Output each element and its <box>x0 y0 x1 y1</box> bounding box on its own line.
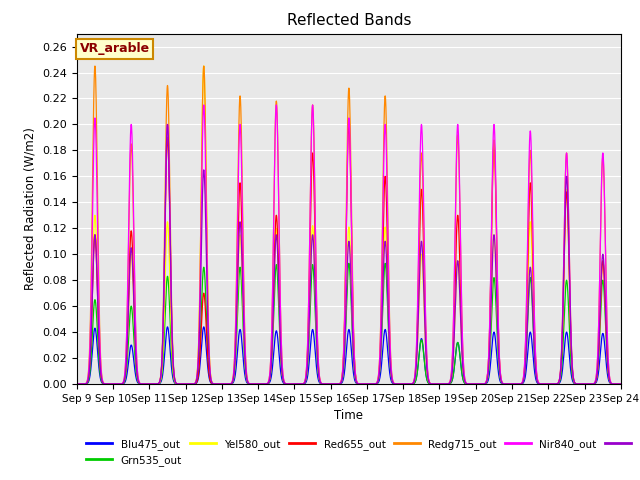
Red655_out <box>305 298 313 304</box>
Red655_out <box>345 121 353 127</box>
Yel580_out <box>607 380 614 385</box>
Nir840_out <box>167 288 175 293</box>
Grn535_out <box>345 261 353 266</box>
Yel580_out <box>617 381 625 387</box>
Nir945_out <box>73 381 81 387</box>
Nir945_out <box>607 380 614 385</box>
Blu475_out <box>73 381 81 387</box>
Nir945_out <box>305 322 313 327</box>
Line: Nir945_out: Nir945_out <box>77 124 621 384</box>
Blu475_out <box>282 381 289 387</box>
Red655_out <box>135 379 143 385</box>
Redg715_out <box>282 381 289 386</box>
Red655_out <box>73 381 81 387</box>
Grn535_out <box>607 380 614 386</box>
Redg715_out <box>91 63 99 69</box>
Blu475_out <box>305 360 313 365</box>
Redg715_out <box>168 284 175 290</box>
Text: VR_arable: VR_arable <box>79 42 150 55</box>
Red655_out <box>282 381 289 386</box>
Nir840_out <box>548 381 556 387</box>
Blu475_out <box>548 381 556 387</box>
Redg715_out <box>607 379 614 384</box>
X-axis label: Time: Time <box>334 409 364 422</box>
Grn535_out <box>436 381 444 387</box>
Blu475_out <box>164 324 172 330</box>
Red655_out <box>548 381 556 387</box>
Line: Blu475_out: Blu475_out <box>77 327 621 384</box>
Nir840_out <box>282 381 289 386</box>
Yel580_out <box>73 381 81 387</box>
Grn535_out <box>548 381 556 387</box>
Blu475_out <box>436 381 444 387</box>
Nir945_out <box>282 381 289 387</box>
Red655_out <box>617 381 625 387</box>
Yel580_out <box>548 381 556 387</box>
Blu475_out <box>607 381 614 386</box>
Red655_out <box>167 292 175 298</box>
Grn535_out <box>73 381 81 387</box>
Grn535_out <box>135 380 143 386</box>
Redg715_out <box>548 381 556 387</box>
Nir840_out <box>73 381 81 387</box>
Yel580_out <box>305 318 313 324</box>
Nir840_out <box>305 270 313 276</box>
Line: Red655_out: Red655_out <box>77 124 621 384</box>
Nir840_out <box>200 102 207 108</box>
Redg715_out <box>617 381 625 387</box>
Grn535_out <box>305 338 313 344</box>
Nir840_out <box>617 381 625 387</box>
Nir840_out <box>607 379 614 384</box>
Nir945_out <box>164 121 172 127</box>
Nir945_out <box>135 380 143 385</box>
Blu475_out <box>135 381 143 386</box>
Line: Yel580_out: Yel580_out <box>77 66 621 384</box>
Nir945_out <box>168 297 175 302</box>
Title: Reflected Bands: Reflected Bands <box>287 13 411 28</box>
Yel580_out <box>282 381 289 387</box>
Redg715_out <box>581 381 589 387</box>
Redg715_out <box>135 379 143 385</box>
Line: Nir840_out: Nir840_out <box>77 105 621 384</box>
Line: Grn535_out: Grn535_out <box>77 264 621 384</box>
Line: Redg715_out: Redg715_out <box>77 66 621 384</box>
Yel580_out <box>167 323 175 328</box>
Yel580_out <box>436 381 444 387</box>
Red655_out <box>607 379 614 385</box>
Grn535_out <box>617 381 625 387</box>
Grn535_out <box>282 381 289 387</box>
Legend: Blu475_out, Grn535_out, Yel580_out, Red655_out, Redg715_out, Nir840_out, Nir945_: Blu475_out, Grn535_out, Yel580_out, Red6… <box>82 435 640 470</box>
Blu475_out <box>617 381 625 387</box>
Y-axis label: Reflected Radiation (W/m2): Reflected Radiation (W/m2) <box>24 127 36 290</box>
Redg715_out <box>73 381 81 387</box>
Nir945_out <box>617 381 625 387</box>
Yel580_out <box>200 63 207 69</box>
Nir840_out <box>135 378 143 384</box>
Nir840_out <box>581 381 589 387</box>
Redg715_out <box>305 270 313 276</box>
Nir945_out <box>363 381 371 387</box>
Nir945_out <box>548 381 556 387</box>
Blu475_out <box>168 362 175 368</box>
Grn535_out <box>167 342 175 348</box>
Yel580_out <box>135 380 143 385</box>
